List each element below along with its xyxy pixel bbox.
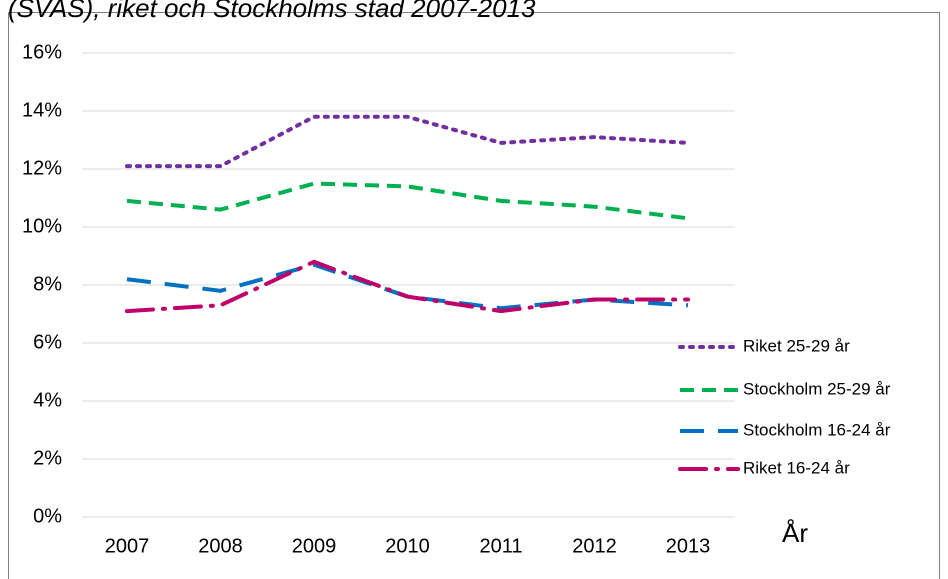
x-tick-label: 2010: [385, 535, 430, 557]
y-tick-label: 2%: [33, 447, 62, 469]
y-tick-label: 0%: [33, 505, 62, 527]
legend-label: Stockholm 16-24 år: [743, 420, 891, 439]
y-tick-label: 8%: [33, 273, 62, 295]
x-tick-label: 2009: [292, 535, 337, 557]
y-tick-label: 10%: [22, 215, 62, 237]
legend-label: Riket 16-24 år: [743, 458, 850, 477]
x-tick-label: 2008: [198, 535, 243, 557]
y-tick-label: 4%: [33, 389, 62, 411]
series-line: [125, 259, 690, 314]
x-tick-label: 2012: [572, 535, 617, 557]
chart-title: (SVAS), riket och Stockholms stad 2007-2…: [8, 0, 536, 23]
series-line: [126, 181, 689, 221]
legend-label: Stockholm 25-29 år: [743, 379, 891, 398]
y-tick-label: 12%: [22, 157, 62, 179]
series-line: [126, 262, 689, 311]
y-tick-label: 16%: [22, 41, 62, 63]
x-tick-label: 2007: [105, 535, 150, 557]
legend-label: Riket 25-29 år: [743, 336, 850, 355]
x-tick-label: 2011: [479, 535, 522, 557]
series-line: [125, 114, 690, 169]
chart-border: [8, 12, 940, 579]
y-tick-label: 14%: [22, 99, 62, 121]
y-tick-label: 6%: [33, 331, 62, 353]
x-axis-label: År: [782, 518, 808, 548]
x-tick-label: 2013: [666, 535, 711, 557]
